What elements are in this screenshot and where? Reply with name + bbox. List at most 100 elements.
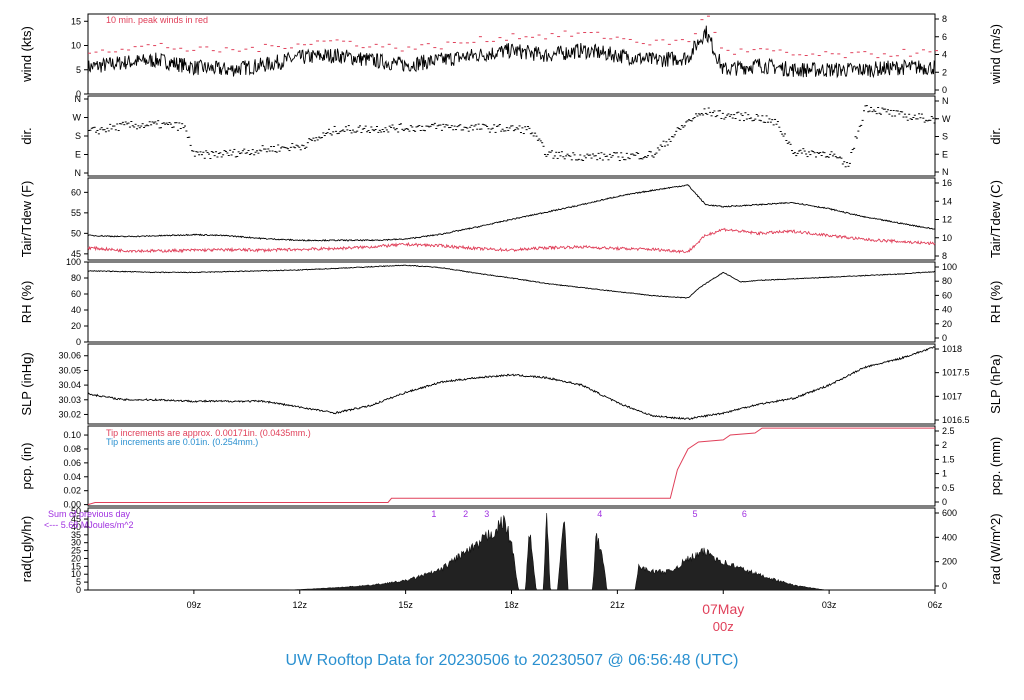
event-mark: 5 <box>693 509 698 519</box>
left-tick-label: 0 <box>76 585 81 595</box>
event-mark: 1 <box>431 509 436 519</box>
y-axis-label-left: rad(Lgly/hr) <box>19 516 34 582</box>
right-tick-label: 0 <box>942 333 947 343</box>
right-tick-label: 0 <box>942 497 947 507</box>
left-tick-label: 15 <box>71 16 81 26</box>
y-axis-label-left: RH (%) <box>19 281 34 324</box>
right-tick-label: 0.5 <box>942 483 955 493</box>
left-tick-label: N <box>75 168 82 178</box>
left-tick-label: 30 <box>71 538 81 548</box>
left-tick-label: 0.02 <box>63 486 81 496</box>
right-tick-label: W <box>942 114 951 124</box>
event-mark: 3 <box>484 509 489 519</box>
left-tick-label: 50 <box>71 506 81 516</box>
right-tick-label: 40 <box>942 305 952 315</box>
right-tick-label: 400 <box>942 532 957 542</box>
right-tick-label: 0 <box>942 581 947 591</box>
right-tick-label: 0 <box>942 85 947 95</box>
left-tick-label: 0.06 <box>63 458 81 468</box>
panel-slp: 30.02 30.03 30.04 30.05 30.06 1016.5 1017 1017.… <box>19 343 1003 425</box>
right-tick-label: 8 <box>942 14 947 24</box>
right-tick-label: N <box>942 96 949 106</box>
left-tick-label: 5 <box>76 65 81 75</box>
left-tick-label: 20 <box>71 553 81 563</box>
y-axis-label-right: rad (W/m^2) <box>988 513 1003 584</box>
left-tick-label: E <box>75 150 81 160</box>
y-axis-label-right: Tair/Tdew (C) <box>988 180 1003 258</box>
right-tick-label: 1017.5 <box>942 368 970 378</box>
left-tick-label: 0.00 <box>63 500 81 510</box>
x-tick-label: 18z <box>504 600 519 610</box>
y-axis-label-left: wind (kts) <box>19 26 34 83</box>
left-tick-label: 40 <box>71 522 81 532</box>
right-tick-label: 12 <box>942 215 952 225</box>
right-tick-label: 80 <box>942 276 952 286</box>
y-axis-label-right: pcp. (mm) <box>988 437 1003 496</box>
left-tick-label: W <box>73 113 82 123</box>
right-tick-label: 1017 <box>942 391 962 401</box>
event-mark: 4 <box>597 509 602 519</box>
x-tick-label: 09z <box>187 600 202 610</box>
y-axis-label-right: dir. <box>988 127 1003 144</box>
right-tick-label: 20 <box>942 319 952 329</box>
right-tick-label: 1 <box>942 469 947 479</box>
right-tick-label: 2.5 <box>942 426 955 436</box>
x-tick-label: 06z <box>928 600 943 610</box>
left-tick-label: N <box>75 94 82 104</box>
right-tick-label: E <box>942 149 948 159</box>
left-tick-label: 60 <box>71 289 81 299</box>
panel-temp: 45 50 55 60 8 10 12 14 16 Tair/Tdew (F) Tair/Tdew … <box>19 177 1003 261</box>
x-tick-label: 15z <box>398 600 413 610</box>
y-axis-label-left: Tair/Tdew (F) <box>19 181 34 258</box>
panel-pcp: 0.00 0.02 0.04 0.06 0.08 0.10 0 0.5 1 1.5 2 2.5 pcp.… <box>19 425 1003 510</box>
panel-rad: 051015202530354045500200400600rad(Lgly/h… <box>19 506 1003 595</box>
right-tick-label: 100 <box>942 262 957 272</box>
left-tick-label: 10 <box>71 569 81 579</box>
tip-note-1: Tip increments are approx. 0.00171in. (0… <box>106 428 311 438</box>
left-tick-label: 25 <box>71 546 81 556</box>
series-line <box>87 264 936 299</box>
right-tick-label: 1016.5 <box>942 415 970 425</box>
x-tick-label: 12z <box>292 600 307 610</box>
wind-note: 10 min. peak winds in red <box>106 15 208 25</box>
left-tick-label: 0.10 <box>63 430 81 440</box>
series-line <box>87 346 936 421</box>
left-tick-label: 0 <box>76 89 81 99</box>
left-tick-label: 30.04 <box>58 380 81 390</box>
y-axis-label-left: pcp. (in) <box>19 443 34 490</box>
left-tick-label: 45 <box>71 249 81 259</box>
left-tick-label: 60 <box>71 187 81 197</box>
right-tick-label: 2 <box>942 67 947 77</box>
y-axis-label-right: SLP (hPa) <box>988 354 1003 414</box>
x-tick-label: 21z <box>610 600 625 610</box>
day-sub-label: 00z <box>713 619 734 634</box>
tip-note-2: Tip increments are 0.01in. (0.254mm.) <box>106 437 258 447</box>
right-tick-label: 1018 <box>942 344 962 354</box>
left-tick-label: 0.04 <box>63 472 81 482</box>
left-tick-label: 30.06 <box>58 351 81 361</box>
y-axis-label-left: SLP (inHg) <box>19 352 34 415</box>
panel-wind: 0 5 10 15 0 2 4 6 8 wind (kts) wind (m/s) 10 min. p… <box>19 13 1003 99</box>
right-tick-label: 200 <box>942 557 957 567</box>
event-mark: 2 <box>463 509 468 519</box>
left-tick-label: 35 <box>71 530 81 540</box>
right-tick-label: 4 <box>942 50 947 60</box>
y-axis-label-left: dir. <box>19 127 34 144</box>
left-tick-label: 50 <box>71 228 81 238</box>
right-tick-label: 8 <box>942 251 947 261</box>
rad-sum-note: Sum of previous day <box>48 509 131 519</box>
left-tick-label: S <box>75 131 81 141</box>
right-tick-label: 6 <box>942 32 947 42</box>
series-line <box>87 184 936 242</box>
x-tick-label: 03z <box>822 600 837 610</box>
left-tick-label: 0 <box>76 337 81 347</box>
left-tick-label: 0.08 <box>63 444 81 454</box>
rad-sum-value: <--- 5.68 MJoules/m^2 <box>44 520 134 530</box>
left-tick-label: 45 <box>71 514 81 524</box>
left-tick-label: 20 <box>71 321 81 331</box>
left-tick-label: 10 <box>71 41 81 51</box>
right-tick-label: 2 <box>942 440 947 450</box>
panel-rh: 0 20 40 60 80 100 0 20 40 60 80 100 RH (%) RH (%) <box>19 257 1003 347</box>
